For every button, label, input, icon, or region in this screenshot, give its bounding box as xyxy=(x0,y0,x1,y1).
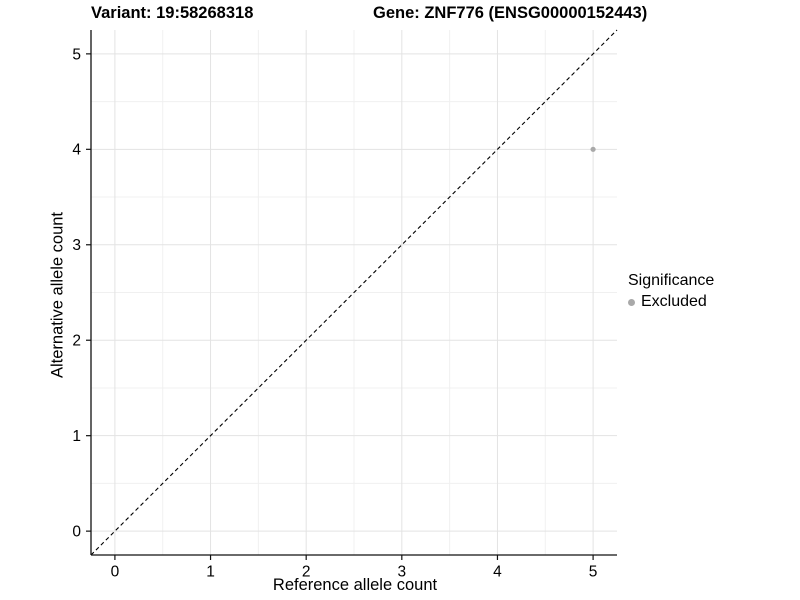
legend-item-label: Excluded xyxy=(641,293,707,310)
y-tick-label: 2 xyxy=(72,333,81,350)
x-tick-label: 0 xyxy=(111,563,120,580)
variant-title: Variant: 19:58268318 xyxy=(91,4,254,22)
y-axis-title: Alternative allele count xyxy=(48,211,67,379)
y-tick-label: 3 xyxy=(72,237,81,254)
legend-item-excluded: Excluded xyxy=(628,293,714,311)
x-tick-label: 5 xyxy=(589,563,598,580)
identity-dashed-line xyxy=(90,29,618,556)
x-tick-label: 2 xyxy=(302,563,311,580)
y-tick-label: 5 xyxy=(72,46,81,63)
excluded-point-icon xyxy=(628,298,635,306)
y-tick-label: 1 xyxy=(72,428,81,445)
x-axis-title: Reference allele count xyxy=(272,576,438,594)
y-tick-label: 0 xyxy=(72,524,81,541)
gene-title: Gene: ZNF776 (ENSG00000152443) xyxy=(373,4,648,22)
legend-title: Significance xyxy=(628,272,715,289)
x-tick-label: 3 xyxy=(398,563,407,580)
data-point-excluded xyxy=(590,146,596,152)
x-tick-label: 1 xyxy=(206,563,215,580)
legend: Significance Excluded xyxy=(628,272,714,311)
x-tick-label: 4 xyxy=(493,563,502,580)
y-tick-label: 4 xyxy=(72,142,81,159)
